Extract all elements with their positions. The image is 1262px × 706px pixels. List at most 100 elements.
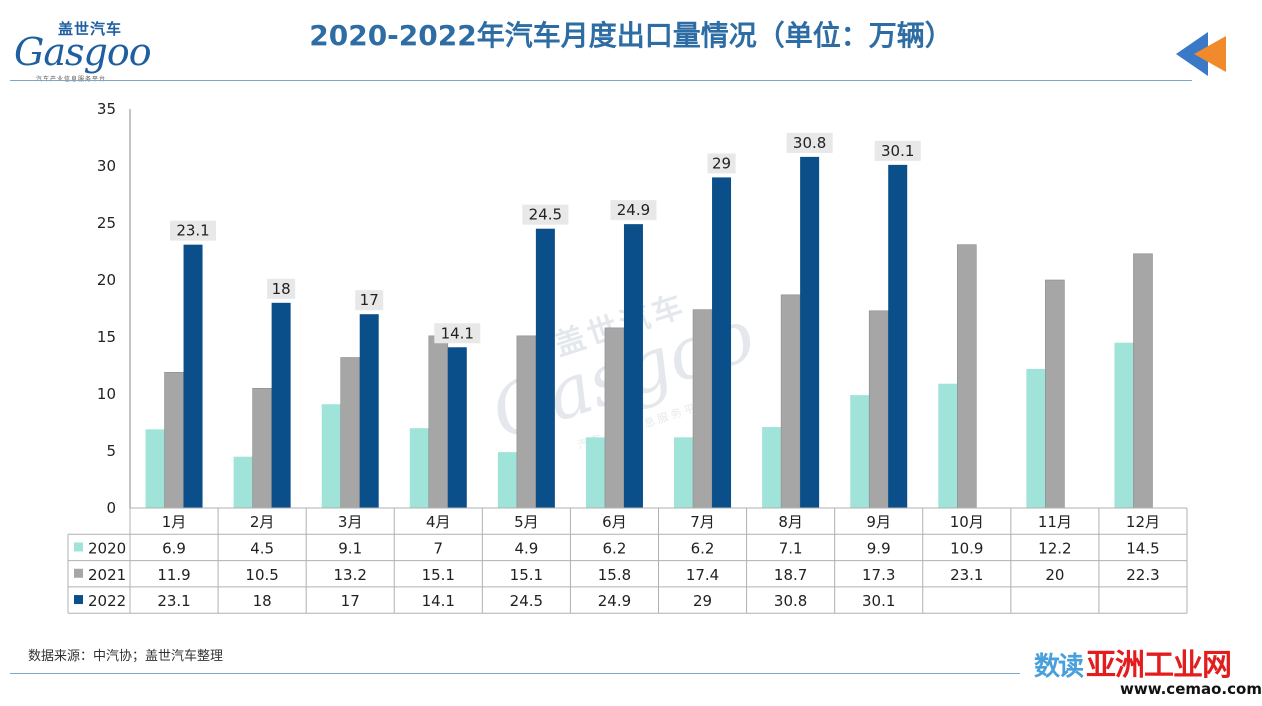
bar-2022-1	[183, 244, 203, 508]
bar-2021-9	[868, 310, 889, 509]
cemao-watermark: 数读 亚洲工业网 www.cemao.com	[1034, 640, 1262, 702]
data-label-bg	[707, 153, 736, 174]
data-label-bg	[522, 204, 569, 225]
data-label-bg	[355, 290, 384, 311]
table-cell-2022-2: 18	[253, 592, 272, 610]
legend-key-2022	[74, 595, 83, 605]
title-divider	[10, 80, 1192, 81]
legend-label-2022: 2022	[88, 592, 126, 610]
bar-2021-4	[428, 335, 449, 509]
y-tick-label: 10	[97, 385, 116, 403]
table-cell-2020-4: 7	[434, 539, 444, 557]
bar-2022-4	[447, 347, 467, 508]
table-cell-2021-11: 20	[1045, 566, 1064, 584]
logo-en-text: Gasgoo	[14, 30, 152, 74]
table-cell-2020-9: 9.9	[867, 539, 891, 557]
bar-2021-10	[956, 244, 977, 509]
gasgoo-logo: 盖世汽车 Gasgoo 汽车产业信息服务平台	[6, 18, 156, 88]
category-label-7: 7月	[690, 513, 715, 531]
bar-2022-3	[359, 314, 379, 508]
data-label-6: 24.9	[617, 201, 650, 219]
table-cell-2022-3: 17	[341, 592, 360, 610]
bar-2022-8	[800, 156, 820, 508]
y-tick-label: 25	[97, 214, 116, 232]
logo-subtitle: 汽车产业信息服务平台	[36, 74, 106, 83]
category-label-1: 1月	[162, 513, 187, 531]
bar-2022-6	[623, 224, 643, 508]
bar-2020-9	[850, 395, 870, 508]
bar-2021-12	[1133, 253, 1153, 509]
footer-divider	[10, 673, 1020, 674]
bar-2020-1	[145, 429, 165, 508]
y-tick-label: 20	[97, 271, 116, 289]
table-cell-2020-5: 4.9	[514, 539, 538, 557]
category-label-12: 12月	[1126, 513, 1160, 531]
bar-2022-5	[535, 228, 555, 508]
table-cell-2022-5: 24.5	[510, 592, 543, 610]
bar-2020-7	[674, 437, 694, 508]
chart-title: 2020-2022年汽车月度出口量情况（单位：万辆）	[309, 19, 953, 52]
table-cell-2021-4: 15.1	[422, 566, 455, 584]
category-label-4: 4月	[426, 513, 451, 531]
data-label-bg	[786, 132, 833, 153]
bar-2020-4	[409, 428, 429, 508]
data-label-7: 29	[712, 154, 731, 172]
table-cell-2021-7: 17.4	[686, 566, 719, 584]
table-cell-2022-4: 14.1	[422, 592, 455, 610]
bar-2022-7	[712, 177, 732, 508]
category-label-9: 9月	[866, 513, 891, 531]
legend-label-2021: 2021	[88, 566, 126, 584]
y-tick-label: 35	[97, 100, 116, 118]
category-label-10: 10月	[950, 513, 984, 531]
data-label-9: 30.1	[881, 142, 914, 160]
table-cell-2021-9: 17.3	[862, 566, 895, 584]
table-cell-2021-8: 18.7	[774, 566, 807, 584]
table-cell-2021-6: 15.8	[598, 566, 631, 584]
data-source: 数据来源：中汽协；盖世汽车整理	[28, 649, 224, 664]
bar-2020-12	[1114, 342, 1134, 508]
table-cell-2020-11: 12.2	[1038, 539, 1071, 557]
bar-2021-1	[164, 372, 184, 509]
category-label-3: 3月	[338, 513, 363, 531]
watermark-cn2: 亚洲工业网	[1086, 648, 1232, 683]
bar-2021-7	[692, 309, 713, 509]
watermark-cn1: 数读	[1034, 652, 1084, 682]
bar-2020-11	[1026, 368, 1046, 508]
data-label-4: 14.1	[441, 324, 474, 342]
bar-2020-5	[497, 452, 517, 508]
data-label-bg	[874, 140, 921, 161]
legend-label-2020: 2020	[88, 539, 126, 557]
table-cell-2020-7: 6.2	[691, 539, 715, 557]
table-cell-2020-8: 7.1	[779, 539, 803, 557]
data-label-2: 18	[272, 280, 291, 298]
data-label-bg	[267, 278, 296, 299]
back-arrow-icon[interactable]	[1174, 30, 1230, 78]
table-cell-2020-12: 14.5	[1126, 539, 1159, 557]
bar-2020-2	[233, 456, 253, 508]
bar-2021-8	[780, 294, 801, 509]
category-label-6: 6月	[602, 513, 627, 531]
bar-2020-10	[938, 383, 958, 508]
bar-2020-3	[321, 404, 341, 508]
table-cell-2020-10: 10.9	[950, 539, 983, 557]
data-label-bg	[434, 323, 481, 344]
table-cell-2020-6: 6.2	[603, 539, 627, 557]
y-tick-label: 0	[106, 499, 116, 517]
bar-2020-8	[762, 427, 782, 508]
table-cell-2021-5: 15.1	[510, 566, 543, 584]
table-cell-2022-9: 30.1	[862, 592, 895, 610]
data-label-1: 23.1	[176, 222, 209, 240]
table-cell-2020-3: 9.1	[338, 539, 362, 557]
data-label-bg	[610, 200, 657, 221]
table-cell-2021-2: 10.5	[245, 566, 278, 584]
y-tick-label: 15	[97, 328, 116, 346]
table-cell-2021-10: 23.1	[950, 566, 983, 584]
data-label-bg	[170, 220, 217, 241]
category-label-8: 8月	[778, 513, 803, 531]
bar-2021-5	[516, 335, 537, 509]
y-tick-label: 30	[97, 157, 116, 175]
bar-2022-9	[888, 164, 908, 509]
watermark-url: www.cemao.com	[1120, 680, 1262, 698]
bar-2021-3	[340, 357, 361, 509]
